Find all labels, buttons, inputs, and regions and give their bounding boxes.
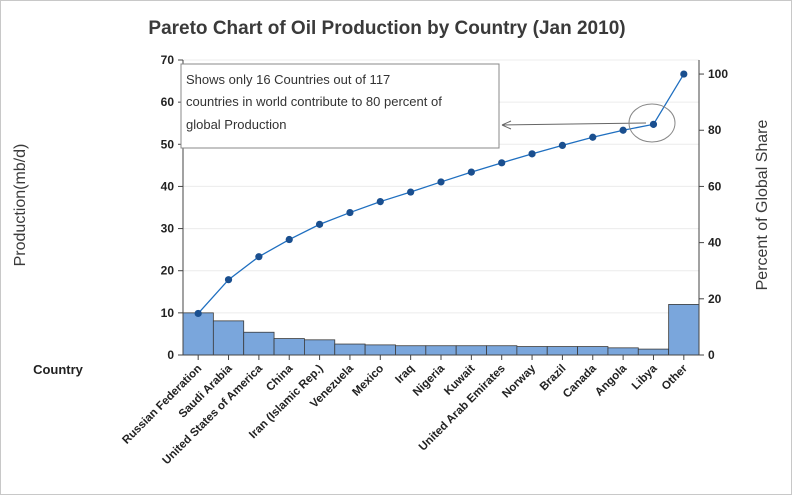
annotation-line-2: countries in world contribute to 80 perc… (186, 94, 442, 109)
y2-tick-label-0: 0 (708, 348, 715, 362)
cumulative-point-13 (589, 133, 597, 141)
bar-14 (607, 347, 639, 356)
cumulative-point-7 (407, 188, 415, 196)
cumulative-line (194, 70, 688, 318)
bar-2 (243, 331, 275, 356)
chart-title: Pareto Chart of Oil Production by Countr… (148, 18, 625, 39)
y2-tick-label-100: 100 (708, 67, 728, 81)
cumulative-point-4 (315, 220, 324, 228)
bar-6 (364, 344, 396, 356)
cumulative-point-1 (224, 276, 233, 284)
y-tick-label-40: 40 (161, 179, 175, 193)
x-tick-label-1: Saudi Arabia (177, 362, 235, 420)
y-tick-label-50: 50 (161, 137, 175, 151)
x-tick-label-7: Iraq (393, 363, 416, 386)
y-tick-label-30: 30 (161, 222, 175, 236)
y-tick-label-0: 0 (167, 348, 174, 362)
cumulative-point-8 (437, 178, 445, 186)
annotation: Shows only 16 Countries out of 117 count… (180, 63, 676, 149)
x-tick-label-16: Other (660, 362, 691, 393)
bar-8 (425, 345, 457, 356)
annotation-arrowhead (501, 120, 512, 130)
bars (182, 304, 700, 356)
bar-3 (273, 338, 305, 356)
annotation-line-1: Shows only 16 Countries out of 117 (186, 72, 390, 87)
x-tick-label-14: Angola (593, 362, 629, 398)
cumulative-point-14 (619, 126, 627, 134)
axes: 0 10 20 30 40 50 60 70 0 20 40 60 80 100 (161, 53, 729, 362)
y-axis-title: Production(mb/d) (12, 144, 29, 267)
annotation-highlight-circle (628, 103, 676, 143)
cumulative-point-3 (285, 235, 293, 244)
cumulative-point-2 (255, 253, 263, 261)
y2-tick-label-40: 40 (708, 236, 722, 250)
cumulative-point-12 (558, 141, 567, 150)
y2-tick-label-20: 20 (708, 292, 722, 306)
bar-7 (395, 345, 427, 356)
bar-15 (637, 348, 670, 356)
cumulative-point-10 (498, 159, 506, 167)
y-tick-label-20: 20 (161, 264, 175, 278)
cumulative-point-5 (346, 208, 354, 217)
x-tick-label-13: Canada (561, 362, 599, 400)
bar-13 (577, 346, 609, 356)
bar-10 (486, 345, 518, 356)
y-tick-label-10: 10 (161, 306, 175, 320)
annotation-line-3: global Production (186, 117, 286, 132)
x-tick-label-8: Nigeria (411, 362, 447, 398)
y2-axis-title: Percent of Global Share (754, 120, 771, 291)
y2-tick-label-60: 60 (708, 179, 722, 193)
x-tick-label-11: Norway (500, 362, 538, 400)
x-tick-label-6: Mexico (350, 363, 386, 399)
y-tick-label-60: 60 (161, 95, 175, 109)
bar-5 (334, 343, 366, 356)
cumulative-point-11 (528, 150, 536, 158)
bar-9 (455, 345, 487, 356)
bar-0 (182, 312, 214, 356)
x-axis-title: Country (33, 362, 84, 377)
bar-16 (668, 304, 700, 356)
cumulative-point-6 (376, 198, 384, 206)
cumulative-point-0 (194, 309, 202, 318)
cumulative-point-16 (680, 70, 688, 78)
bar-4 (304, 339, 336, 356)
x-tick-label-15: Libya (630, 362, 660, 392)
bar-12 (546, 346, 578, 356)
cumulative-point-15 (649, 120, 658, 128)
annotation-box (180, 63, 500, 149)
bar-11 (516, 346, 548, 356)
bar-1 (212, 320, 245, 356)
cumulative-point-9 (467, 168, 475, 176)
y2-tick-label-80: 80 (708, 123, 722, 137)
y-tick-label-70: 70 (161, 53, 175, 67)
annotation-arrow-shaft (501, 122, 647, 126)
